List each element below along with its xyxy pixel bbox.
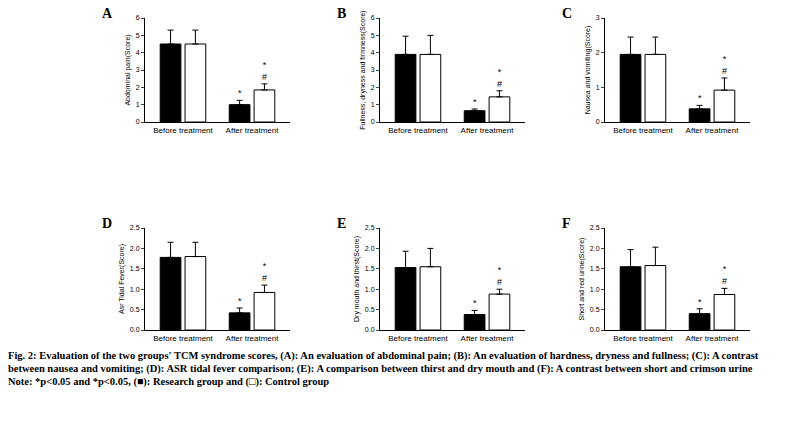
svg-text:3: 3 — [596, 14, 600, 21]
svg-text:Before treatment: Before treatment — [613, 126, 673, 135]
svg-text:After treatment: After treatment — [686, 334, 740, 343]
svg-text:1: 1 — [596, 84, 600, 91]
svg-text:B: B — [337, 6, 346, 21]
svg-text:2: 2 — [596, 49, 600, 56]
svg-text:After treatment: After treatment — [226, 334, 280, 343]
svg-text:0: 0 — [136, 118, 140, 125]
svg-text:*#: *# — [262, 261, 267, 283]
svg-text:Short and red urine(Score): Short and red urine(Score) — [578, 238, 586, 321]
html-text:Fig. 2: Evaluation of the two: Fig. 2: Evaluation of the two groups' TC… — [8, 350, 759, 374]
svg-text:2: 2 — [136, 84, 140, 91]
svg-text:2.5: 2.5 — [590, 224, 600, 231]
svg-text:3: 3 — [371, 66, 375, 73]
svg-text:4: 4 — [371, 49, 375, 56]
svg-text:0.0: 0.0 — [130, 326, 140, 333]
svg-text:*: * — [238, 88, 242, 98]
svg-text:5: 5 — [136, 32, 140, 39]
svg-text:*: * — [698, 297, 702, 307]
svg-text:D: D — [102, 216, 112, 231]
svg-text:1.5: 1.5 — [130, 265, 140, 272]
svg-text:0: 0 — [596, 118, 600, 125]
svg-text:*#: *# — [722, 264, 727, 286]
svg-text:1.0: 1.0 — [365, 286, 375, 293]
svg-text:C: C — [562, 6, 572, 21]
svg-text:6: 6 — [136, 14, 140, 21]
svg-text:Before treatment: Before treatment — [613, 334, 673, 343]
svg-text:1: 1 — [371, 101, 375, 108]
svg-text:Before treatment: Before treatment — [388, 126, 448, 135]
svg-text:4: 4 — [136, 49, 140, 56]
svg-text:*#: *# — [497, 67, 502, 89]
svg-text:2.5: 2.5 — [365, 224, 375, 231]
svg-text:Before treatment: Before treatment — [153, 334, 213, 343]
svg-text:Dry mouth and thirst(Score): Dry mouth and thirst(Score) — [353, 236, 361, 322]
svg-text:Fullness, dryness and firmness: Fullness, dryness and firmness(Score) — [359, 10, 367, 129]
svg-text:E: E — [337, 216, 346, 231]
svg-text:*#: *# — [497, 265, 502, 287]
svg-text:*: * — [473, 97, 477, 107]
svg-text:Asr Tidal Fever(Score): Asr Tidal Fever(Score) — [118, 244, 126, 314]
svg-text:5: 5 — [371, 32, 375, 39]
svg-text:Abdominal pain(Score): Abdominal pain(Score) — [124, 34, 132, 105]
svg-text:3: 3 — [136, 66, 140, 73]
svg-text:After treatment: After treatment — [461, 334, 515, 343]
svg-text:2.0: 2.0 — [590, 245, 600, 252]
svg-text:*#: *# — [262, 60, 267, 82]
svg-text:A: A — [102, 6, 113, 21]
svg-text:*: * — [473, 298, 477, 308]
svg-text:1: 1 — [136, 101, 140, 108]
svg-text:0.0: 0.0 — [365, 326, 375, 333]
svg-text:After treatment: After treatment — [686, 126, 740, 135]
svg-text:Nausea and vomiting(Score): Nausea and vomiting(Score) — [584, 26, 592, 115]
svg-text:F: F — [562, 216, 571, 231]
svg-text:6: 6 — [371, 14, 375, 21]
svg-text:*: * — [238, 296, 242, 306]
svg-text:After treatment: After treatment — [461, 126, 515, 135]
html-text:Note: *p<0.05 and *p<0.05, (■): Note: *p<0.05 and *p<0.05, (■): Research… — [8, 376, 330, 387]
svg-text:2.0: 2.0 — [365, 245, 375, 252]
svg-text:0: 0 — [371, 118, 375, 125]
svg-text:0.5: 0.5 — [590, 306, 600, 313]
svg-text:Before treatment: Before treatment — [388, 334, 448, 343]
svg-text:1.0: 1.0 — [130, 286, 140, 293]
svg-text:1.5: 1.5 — [590, 265, 600, 272]
svg-text:*: * — [698, 93, 702, 103]
svg-text:*#: *# — [722, 54, 727, 76]
svg-text:2.0: 2.0 — [130, 245, 140, 252]
svg-text:0.5: 0.5 — [365, 306, 375, 313]
svg-text:2.5: 2.5 — [130, 224, 140, 231]
svg-text:2: 2 — [371, 84, 375, 91]
svg-text:1.0: 1.0 — [590, 286, 600, 293]
svg-text:0.5: 0.5 — [130, 306, 140, 313]
svg-text:1.5: 1.5 — [365, 265, 375, 272]
svg-text:After treatment: After treatment — [226, 126, 280, 135]
svg-text:0.0: 0.0 — [590, 326, 600, 333]
svg-text:Before treatment: Before treatment — [153, 126, 213, 135]
